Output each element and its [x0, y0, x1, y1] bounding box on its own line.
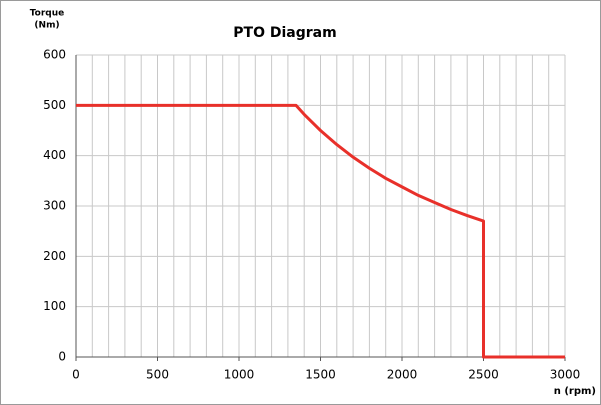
x-tick-label: 1500: [305, 368, 336, 382]
y-tick-label: 0: [58, 350, 66, 364]
chart-title: PTO Diagram: [233, 25, 336, 41]
x-tick-label: 0: [72, 368, 80, 382]
x-axis-label: n (rpm): [554, 386, 596, 397]
x-tick-label: 500: [146, 368, 169, 382]
data-line: [76, 103, 565, 359]
x-tick-label: 2000: [387, 368, 418, 382]
x-tick-label: 2500: [468, 368, 499, 382]
y-axis-label: Torque: [30, 9, 65, 19]
y-tick-label: 300: [43, 199, 66, 213]
y-tick-label: 500: [43, 98, 66, 112]
y-tick-label: 600: [43, 48, 66, 62]
y-tick-label: 100: [43, 299, 66, 313]
x-tick-label: 3000: [550, 368, 581, 382]
y-tick-label: 200: [43, 249, 66, 263]
y-axis-label: (Nm): [34, 21, 59, 31]
x-tick-label: 1000: [224, 368, 255, 382]
y-tick-label: 400: [43, 148, 66, 162]
